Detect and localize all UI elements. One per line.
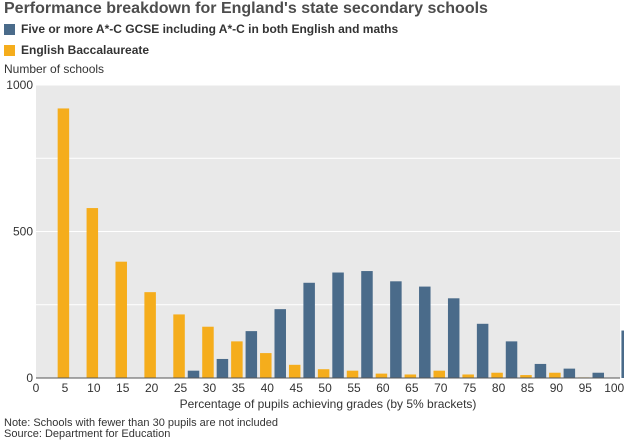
x-tick-label-75: 75 bbox=[463, 381, 477, 395]
bar-gcse-40 bbox=[274, 309, 286, 378]
bar-gcse-60 bbox=[390, 281, 402, 378]
bar-ebacc-85 bbox=[520, 375, 532, 378]
bar-gcse-80 bbox=[505, 341, 518, 378]
x-tick-label-45: 45 bbox=[290, 381, 304, 395]
x-tick-label-60: 60 bbox=[376, 381, 390, 395]
bar-ebacc-35 bbox=[231, 341, 243, 378]
x-tick-label-50: 50 bbox=[318, 381, 332, 395]
x-tick-label-25: 25 bbox=[174, 381, 188, 395]
x-tick-label-90: 90 bbox=[550, 381, 564, 395]
bar-ebacc-25 bbox=[173, 314, 185, 378]
bar-ebacc-65 bbox=[404, 374, 417, 378]
footnote-note: Note: Schools with fewer than 30 pupils … bbox=[4, 417, 278, 429]
bar-gcse-90 bbox=[563, 368, 576, 378]
x-tick-label-30: 30 bbox=[203, 381, 217, 395]
x-tick-labels: 0 5 10 15 20 25 30 35 40 45 50 55 60 65 70 75 80 85 90 95 10… bbox=[33, 381, 624, 395]
x-tick-label-85: 85 bbox=[521, 381, 535, 395]
bar-gcse-75 bbox=[476, 323, 489, 378]
chart-title: Performance breakdown for England's stat… bbox=[4, 0, 488, 17]
x-tick-label-35: 35 bbox=[232, 381, 246, 395]
x-tick-label-100: 100 bbox=[604, 381, 624, 395]
y-tick-labels: 0 500 1000 bbox=[6, 78, 33, 385]
y-tick-label-500: 500 bbox=[13, 225, 33, 239]
legend-swatch-gcse bbox=[4, 23, 15, 35]
bar-gcse-55 bbox=[361, 271, 373, 378]
bar-gcse-100 bbox=[621, 330, 624, 378]
x-tick-label-0: 0 bbox=[33, 381, 40, 395]
bar-ebacc-55 bbox=[346, 370, 359, 378]
bar-ebacc-50 bbox=[317, 369, 330, 378]
bar-ebacc-60 bbox=[375, 373, 388, 378]
legend-label-ebacc: English Baccalaureate bbox=[21, 43, 150, 57]
bar-ebacc-10 bbox=[86, 208, 99, 378]
x-tick-label-20: 20 bbox=[145, 381, 159, 395]
y-tick-label-1000: 1000 bbox=[6, 78, 33, 92]
bar-ebacc-75 bbox=[462, 374, 474, 378]
bar-gcse-50 bbox=[332, 272, 344, 378]
bar-ebacc-70 bbox=[433, 370, 446, 378]
bar-ebacc-40 bbox=[260, 353, 272, 378]
x-tick-label-15: 15 bbox=[116, 381, 130, 395]
bar-gcse-35 bbox=[245, 331, 258, 378]
bar-gcse-95 bbox=[592, 372, 605, 378]
footnote-source: Source: Department for Education bbox=[4, 428, 171, 440]
legend-swatch-ebacc bbox=[4, 44, 15, 56]
bar-ebacc-45 bbox=[288, 364, 301, 378]
bar-ebacc-90 bbox=[549, 372, 561, 378]
x-tick-label-40: 40 bbox=[261, 381, 275, 395]
bars bbox=[57, 108, 624, 378]
bar-gcse-65 bbox=[419, 286, 431, 378]
x-tick-label-80: 80 bbox=[492, 381, 506, 395]
bar-ebacc-15 bbox=[115, 261, 127, 378]
x-tick-label-10: 10 bbox=[87, 381, 101, 395]
bar-ebacc-5 bbox=[57, 108, 70, 378]
x-axis-title: Percentage of pupils achieving grades (b… bbox=[180, 397, 477, 411]
y-tick-label-0: 0 bbox=[26, 371, 33, 385]
bar-ebacc-20 bbox=[144, 292, 156, 378]
x-tick-label-5: 5 bbox=[62, 381, 69, 395]
x-tick-label-95: 95 bbox=[579, 381, 593, 395]
gridlines bbox=[36, 84, 620, 306]
bar-gcse-85 bbox=[534, 363, 547, 378]
bar-gcse-70 bbox=[447, 298, 460, 378]
bar-ebacc-30 bbox=[202, 326, 214, 378]
bar-ebacc-80 bbox=[491, 372, 503, 378]
legend-label-gcse: Five or more A*-C GCSE including A*-C in… bbox=[21, 22, 399, 36]
bar-gcse-45 bbox=[303, 282, 315, 378]
bar-gcse-30 bbox=[216, 358, 229, 378]
bar-gcse-25 bbox=[187, 370, 200, 378]
x-tick-label-55: 55 bbox=[347, 381, 361, 395]
legend-item-gcse: Five or more A*-C GCSE including A*-C in… bbox=[4, 22, 398, 36]
x-tick-label-65: 65 bbox=[405, 381, 419, 395]
legend-item-ebacc: English Baccalaureate bbox=[4, 43, 149, 57]
y-axis-title: Number of schools bbox=[4, 62, 105, 76]
x-tick-label-70: 70 bbox=[434, 381, 448, 395]
